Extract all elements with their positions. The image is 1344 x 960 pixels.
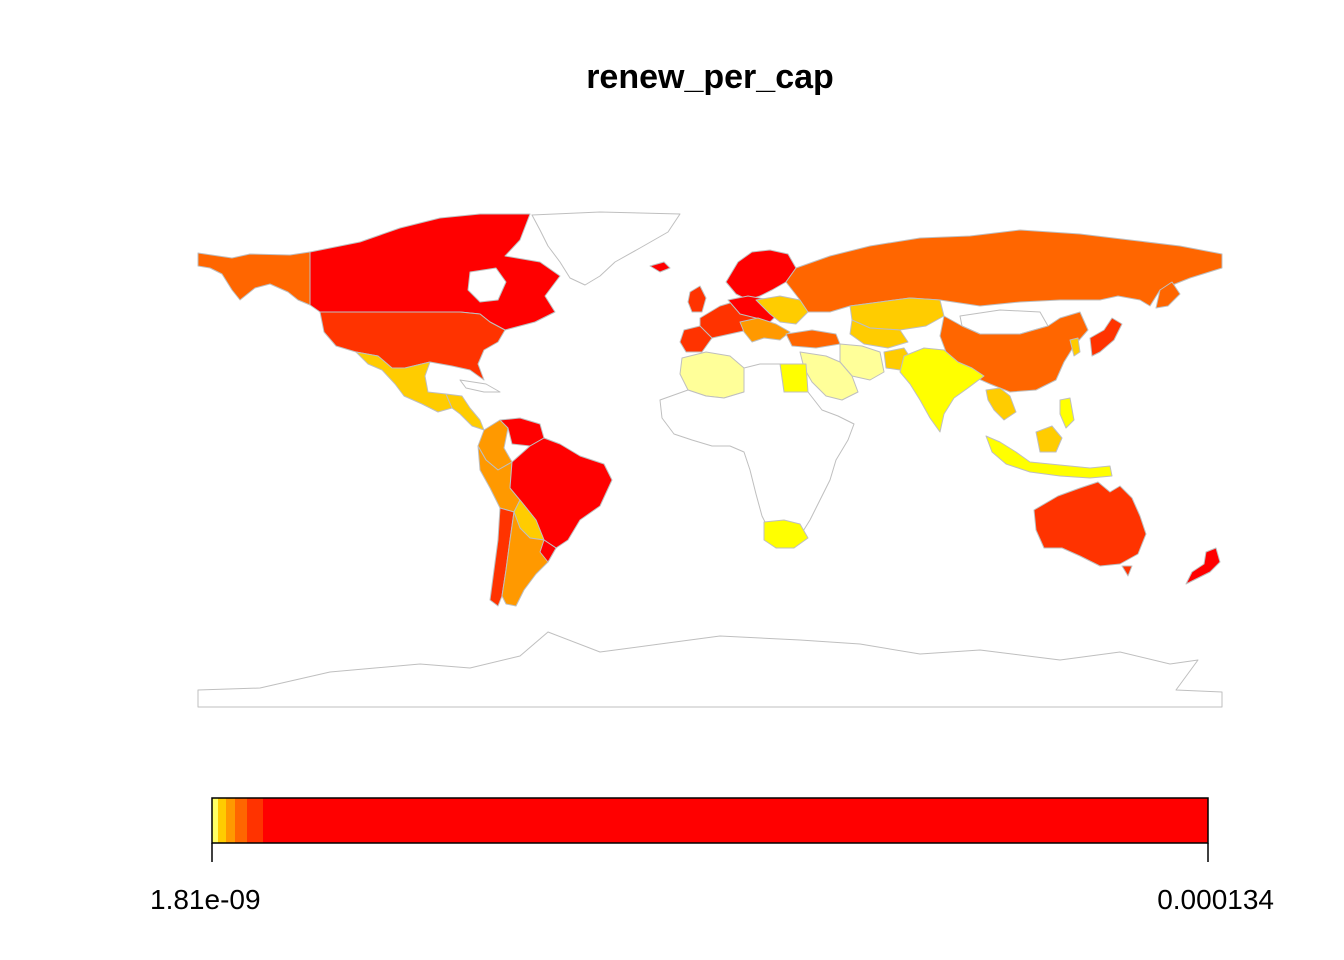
country-uruguay xyxy=(539,539,557,563)
country-southeast-asia xyxy=(985,387,1017,421)
country-tasmania xyxy=(1121,565,1133,577)
country-central-asia xyxy=(849,319,909,349)
legend-min-label: 1.81e-09 xyxy=(150,884,261,915)
country-italy-balkans xyxy=(739,317,791,343)
country-uk xyxy=(687,285,707,313)
country-russia xyxy=(785,229,1223,313)
country-caribbean xyxy=(459,379,501,393)
hudson-bay xyxy=(467,267,507,303)
legend-swatch-5 xyxy=(247,798,263,843)
country-arabia xyxy=(799,351,859,401)
legend-border xyxy=(211,797,1209,844)
country-indonesia xyxy=(985,435,1113,479)
country-alaska xyxy=(197,251,311,306)
map-title: renew_per_cap xyxy=(586,58,834,96)
country-africa xyxy=(659,363,855,543)
country-borneo xyxy=(1035,425,1063,453)
legend-max-label: 0.000134 xyxy=(1157,884,1274,915)
country-japan xyxy=(1089,317,1123,357)
country-india xyxy=(899,347,985,433)
legend-swatch-6 xyxy=(263,798,1208,843)
country-eastern-europe xyxy=(755,295,809,325)
legend-swatch-4 xyxy=(235,798,247,843)
antarctica xyxy=(197,631,1223,708)
legend-swatch-2 xyxy=(218,798,226,843)
country-korea xyxy=(1069,337,1081,357)
country-iceland xyxy=(649,261,671,273)
legend-swatch-1 xyxy=(212,798,218,843)
country-new-zealand xyxy=(1185,547,1221,585)
country-iberia xyxy=(679,325,713,353)
country-argentina xyxy=(501,511,557,607)
country-russia-east xyxy=(1155,281,1181,309)
legend-swatch-3 xyxy=(226,798,235,843)
country-philippines xyxy=(1059,397,1075,429)
country-south-africa xyxy=(763,519,809,549)
country-greenland xyxy=(531,211,681,286)
country-australia xyxy=(1033,481,1147,567)
